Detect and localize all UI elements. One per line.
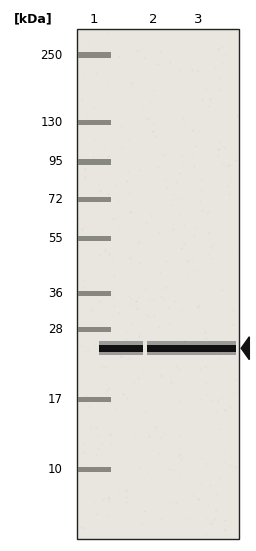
Bar bbox=[147, 352, 236, 355]
Text: 55: 55 bbox=[48, 232, 63, 245]
Text: 95: 95 bbox=[48, 155, 63, 169]
Bar bbox=[78, 397, 111, 402]
Text: 72: 72 bbox=[48, 193, 63, 206]
Polygon shape bbox=[241, 337, 249, 360]
Bar bbox=[78, 197, 111, 202]
Bar bbox=[99, 345, 143, 352]
Text: [kDa]: [kDa] bbox=[14, 13, 53, 26]
Text: 1: 1 bbox=[89, 13, 98, 26]
Bar bbox=[78, 159, 111, 165]
Text: 3: 3 bbox=[194, 13, 203, 26]
Bar bbox=[99, 341, 143, 345]
Bar bbox=[78, 467, 111, 472]
Bar bbox=[78, 52, 111, 58]
Bar bbox=[147, 341, 236, 345]
Text: 28: 28 bbox=[48, 323, 63, 336]
Bar bbox=[78, 236, 111, 241]
Bar bbox=[78, 120, 111, 125]
Text: 130: 130 bbox=[40, 116, 63, 129]
Bar bbox=[78, 291, 111, 296]
Text: 250: 250 bbox=[40, 48, 63, 62]
Text: 2: 2 bbox=[149, 13, 158, 26]
Text: 10: 10 bbox=[48, 463, 63, 476]
Bar bbox=[78, 327, 111, 332]
Bar bbox=[147, 345, 236, 352]
Text: 36: 36 bbox=[48, 287, 63, 300]
Text: 17: 17 bbox=[48, 393, 63, 406]
Bar bbox=[99, 352, 143, 355]
Bar bbox=[77, 29, 239, 539]
